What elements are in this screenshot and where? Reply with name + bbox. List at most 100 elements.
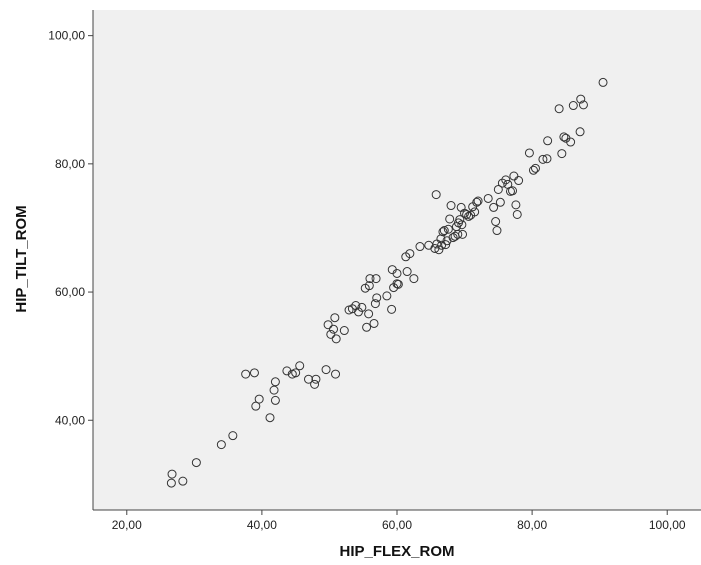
data-point	[493, 184, 503, 194]
data-point	[434, 245, 444, 255]
data-point	[492, 226, 502, 236]
data-point	[291, 368, 301, 378]
data-point	[542, 154, 552, 164]
data-points	[166, 77, 608, 488]
data-point	[353, 307, 363, 317]
x-tick-label: 60,00	[382, 518, 412, 532]
data-point	[497, 178, 507, 188]
data-point	[437, 240, 447, 250]
plot-area	[93, 10, 701, 510]
data-point	[364, 309, 374, 319]
data-point	[387, 304, 397, 314]
data-point	[331, 334, 341, 344]
data-point	[559, 132, 569, 142]
data-point	[371, 274, 381, 284]
data-point	[458, 229, 468, 239]
data-point	[455, 215, 465, 225]
data-point	[443, 224, 453, 234]
x-axis-title: HIP_FLEX_ROM	[339, 543, 454, 560]
x-tick-label: 20,00	[112, 518, 142, 532]
data-point	[568, 101, 578, 111]
data-point	[512, 209, 522, 219]
data-point	[578, 100, 588, 110]
data-point	[438, 227, 448, 237]
data-point	[439, 226, 449, 236]
data-point	[364, 281, 374, 291]
data-point	[166, 478, 176, 488]
data-point	[501, 175, 511, 185]
data-point	[282, 366, 292, 376]
data-point	[473, 196, 483, 206]
data-point	[554, 104, 564, 114]
data-point	[509, 171, 519, 181]
data-point	[514, 176, 524, 186]
data-point	[251, 401, 261, 411]
data-point	[382, 291, 392, 301]
data-point	[436, 234, 446, 244]
data-point	[528, 165, 538, 175]
data-point	[295, 361, 305, 371]
data-point	[448, 233, 458, 243]
data-point	[362, 322, 372, 332]
data-point	[491, 217, 501, 227]
y-tick-label: 40,00	[55, 413, 85, 427]
data-point	[409, 274, 419, 284]
data-point	[270, 377, 280, 387]
data-point	[415, 242, 425, 252]
y-axis-ticks: 40,00 60,00 80,00 100,00	[48, 29, 93, 427]
data-point	[369, 318, 379, 328]
data-point	[328, 324, 338, 334]
x-axis-ticks: 20,00 40,00 60,00 80,00 100,00	[112, 510, 686, 532]
data-point	[441, 240, 451, 250]
data-point	[372, 293, 382, 303]
data-point	[351, 301, 361, 311]
data-point	[321, 365, 331, 375]
data-point	[495, 197, 505, 207]
data-point	[191, 458, 201, 468]
data-point	[326, 329, 336, 339]
data-point	[167, 469, 177, 479]
data-point	[524, 148, 534, 158]
data-point	[370, 299, 380, 309]
data-point	[365, 274, 375, 284]
data-point	[405, 249, 415, 259]
data-point	[228, 431, 238, 441]
y-tick-label: 80,00	[55, 157, 85, 171]
data-point	[265, 413, 275, 423]
data-point	[216, 440, 226, 450]
data-point	[457, 220, 467, 230]
y-tick-label: 100,00	[48, 29, 85, 43]
data-point	[331, 369, 341, 379]
data-point	[453, 229, 463, 239]
data-point	[462, 209, 472, 219]
data-point	[270, 395, 280, 405]
data-point	[323, 320, 333, 330]
data-point	[311, 374, 321, 384]
data-point	[543, 136, 553, 146]
data-point	[304, 374, 314, 384]
x-tick-label: 100,00	[649, 518, 686, 532]
x-tick-label: 80,00	[517, 518, 547, 532]
data-point	[249, 368, 259, 378]
data-point	[566, 137, 576, 147]
x-tick-label: 40,00	[247, 518, 277, 532]
data-point	[393, 279, 403, 289]
data-point	[178, 476, 188, 486]
data-point	[339, 326, 349, 336]
data-point	[575, 127, 585, 137]
data-point	[269, 385, 279, 395]
data-point	[254, 394, 264, 404]
data-point	[357, 302, 367, 312]
data-point	[598, 77, 608, 87]
data-point	[557, 149, 567, 159]
y-axis-title: HIP_TILT_ROM	[13, 205, 30, 312]
data-point	[402, 267, 412, 277]
data-point	[530, 163, 540, 173]
data-point	[508, 186, 518, 196]
data-point	[445, 214, 455, 224]
y-tick-label: 60,00	[55, 285, 85, 299]
data-point	[511, 200, 521, 210]
data-point	[392, 268, 402, 278]
data-point	[472, 197, 482, 207]
